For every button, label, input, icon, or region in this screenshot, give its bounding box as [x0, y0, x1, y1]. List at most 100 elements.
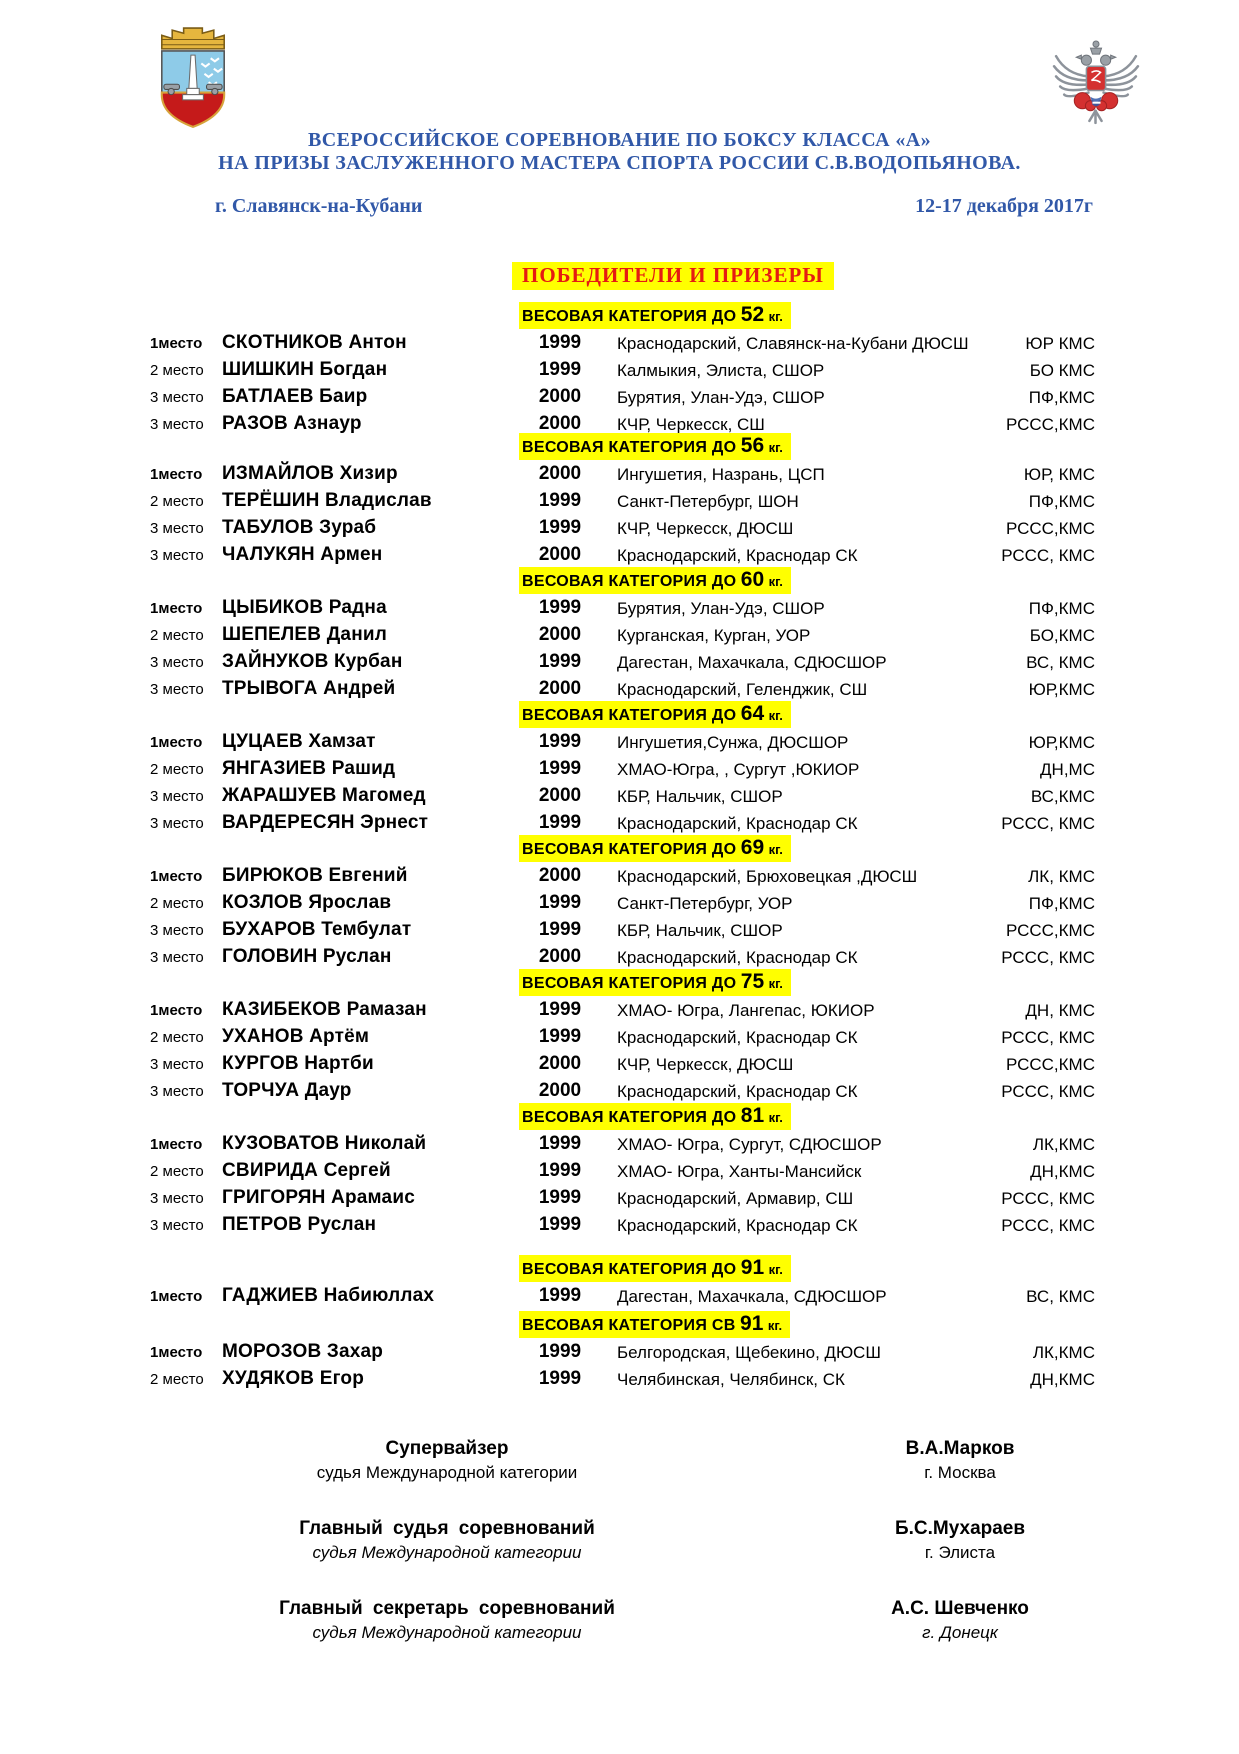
weight-category-header: ВЕСОВАЯ КАТЕГОРИЯ СВ 91 кг.: [519, 1311, 791, 1338]
birth-year: 1999: [538, 1285, 582, 1306]
athlete-name: ЯНГАЗИЕВ Рашид: [222, 758, 396, 779]
region-club: Санкт-Петербург, УОР: [617, 894, 793, 913]
region-club: Ингушетия,Сунжа, ДЮСШОР: [617, 733, 849, 752]
place-label: 3 место: [150, 815, 204, 832]
sport-rank: ЛК, КМС: [1028, 867, 1095, 886]
weight-category-value: 64: [740, 702, 765, 725]
sport-rank: ЛК,КМС: [1032, 1343, 1095, 1362]
birth-year: 2000: [538, 544, 582, 565]
athlete-name: КУЗОВАТОВ Николай: [222, 1133, 427, 1154]
place-label: 3 место: [150, 654, 204, 671]
place-label: 3 место: [150, 389, 204, 406]
weight-category-value: 60: [740, 568, 765, 591]
place-label: 3 место: [150, 520, 204, 537]
place-label: 1место: [150, 868, 203, 885]
place-label: 1место: [150, 1136, 203, 1153]
weight-category-label: ВЕСОВАЯ КАТЕГОРИЯ ДО: [522, 1261, 737, 1278]
official-name: В.А.Марков: [905, 1438, 1015, 1459]
official-role: Супервайзер: [385, 1438, 509, 1459]
region-club: ХМАО- Югра, Сургут, СДЮСШОР: [617, 1135, 882, 1154]
result-row: 1место БИРЮКОВ Евгений 2000 Краснодарски…: [0, 865, 1239, 889]
sport-rank: ЮР КМС: [1025, 334, 1095, 353]
official-name: А.С. Шевченко: [891, 1598, 1029, 1619]
region-club: Краснодарский, Брюховецкая ,ДЮСШ: [617, 867, 918, 886]
result-row: 3 место ЖАРАШУЕВ Магомед 2000 КБР, Нальч…: [0, 785, 1239, 809]
weight-category-header: ВЕСОВАЯ КАТЕГОРИЯ ДО 81 кг.: [519, 1103, 791, 1130]
region-club: Краснодарский, Славянск-на-Кубани ДЮСШ: [617, 334, 969, 353]
sport-rank: РССС,КМС: [1005, 921, 1095, 940]
result-row: 1место МОРОЗОВ Захар 1999 Белгородская, …: [0, 1341, 1239, 1365]
sport-rank: ПФ,КМС: [1028, 388, 1095, 407]
place-label: 3 место: [150, 1083, 204, 1100]
sport-rank: РССС, КМС: [1001, 1028, 1095, 1047]
region-club: Дагестан, Махачкала, СДЮСШОР: [617, 653, 887, 672]
place-label: 3 место: [150, 1190, 204, 1207]
region-club: Ингушетия, Назрань, ЦСП: [617, 465, 825, 484]
athlete-name: БУХАРОВ Тембулат: [222, 919, 412, 940]
athlete-name: ЦУЦАЕВ Хамзат: [222, 731, 376, 752]
place-label: 3 место: [150, 788, 204, 805]
athlete-name: СКОТНИКОВ Антон: [222, 332, 407, 353]
sport-rank: РССС,КМС: [1005, 1055, 1095, 1074]
sport-rank: РССС,КМС: [1005, 415, 1095, 434]
birth-year: 2000: [538, 1053, 582, 1074]
birth-year: 2000: [538, 785, 582, 806]
sport-rank: ЛК,КМС: [1032, 1135, 1095, 1154]
athlete-name: ВАРДЕРЕСЯН Эрнест: [222, 812, 429, 833]
document-title-line1: ВСЕРОССИЙСКОЕ СОРЕВНОВАНИЕ ПО БОКСУ КЛАС…: [308, 129, 931, 151]
region-club: Калмыкия, Элиста, СШОР: [617, 361, 825, 380]
birth-year: 2000: [538, 463, 582, 484]
result-row: 3 место ПЕТРОВ Руслан 1999 Краснодарский…: [0, 1214, 1239, 1238]
result-row: 3 место КУРГОВ Нартби 2000 КЧР, Черкесск…: [0, 1053, 1239, 1077]
official-subtitle: судья Международной категории: [316, 1463, 578, 1482]
place-label: 2 место: [150, 1029, 204, 1046]
place-label: 2 место: [150, 761, 204, 778]
weight-category-value: 75: [740, 970, 765, 993]
athlete-name: ШЕПЕЛЕВ Данил: [222, 624, 388, 645]
sport-rank: РССС, КМС: [1001, 814, 1095, 833]
birth-year: 2000: [538, 386, 582, 407]
weight-category-unit: кг.: [768, 1262, 783, 1277]
athlete-name: ШИШКИН Богдан: [222, 359, 388, 380]
result-row: 1место ЦУЦАЕВ Хамзат 1999 Ингушетия,Сунж…: [0, 731, 1239, 755]
sport-rank: ЮР,КМС: [1028, 733, 1095, 752]
region-club: ХМАО-Югра, , Сургут ,ЮКИОР: [617, 760, 860, 779]
athlete-name: РАЗОВ Азнаур: [222, 413, 362, 434]
result-row: 3 место РАЗОВ Азнаур 2000 КЧР, Черкесск,…: [0, 413, 1239, 437]
weight-category-label: ВЕСОВАЯ КАТЕГОРИЯ ДО: [522, 308, 737, 325]
sport-rank: ПФ,КМС: [1028, 894, 1095, 913]
birth-year: 1999: [538, 359, 582, 380]
birth-year: 2000: [538, 946, 582, 967]
weight-category-header: ВЕСОВАЯ КАТЕГОРИЯ ДО 64 кг.: [519, 701, 791, 728]
weight-category-unit: кг.: [768, 842, 783, 857]
weight-category-value: 81: [740, 1104, 765, 1127]
result-row: 1место КАЗИБЕКОВ Рамазан 1999 ХМАО- Югра…: [0, 999, 1239, 1023]
place-label: 3 место: [150, 922, 204, 939]
athlete-name: ПЕТРОВ Руслан: [222, 1214, 377, 1235]
birth-year: 1999: [538, 1160, 582, 1181]
official-city: г. Элиста: [924, 1543, 996, 1562]
region-club: КЧР, Черкесск, ДЮСШ: [617, 1055, 794, 1074]
athlete-name: ЧАЛУКЯН Армен: [222, 544, 383, 565]
result-row: 2 место ТЕРЁШИН Владислав 1999 Санкт-Пет…: [0, 490, 1239, 514]
weight-category-label: ВЕСОВАЯ КАТЕГОРИЯ ДО: [522, 841, 737, 858]
result-row: 1место СКОТНИКОВ Антон 1999 Краснодарски…: [0, 332, 1239, 356]
event-dates: 12-17 декабря 2017г: [915, 195, 1093, 217]
place-label: 2 место: [150, 1371, 204, 1388]
official-city: г. Москва: [924, 1463, 996, 1482]
result-row: 3 место ЗАЙНУКОВ Курбан 1999 Дагестан, М…: [0, 651, 1239, 675]
official-subtitle: судья Международной категории: [312, 1543, 582, 1562]
place-label: 2 место: [150, 1163, 204, 1180]
result-row: 1место КУЗОВАТОВ Николай 1999 ХМАО- Югра…: [0, 1133, 1239, 1157]
sport-rank: РССС, КМС: [1001, 1216, 1095, 1235]
result-row: 3 место БАТЛАЕВ Баир 2000 Бурятия, Улан-…: [0, 386, 1239, 410]
sport-rank: ДН,КМС: [1030, 1162, 1095, 1181]
result-row: 3 место БУХАРОВ Тембулат 1999 КБР, Нальч…: [0, 919, 1239, 943]
region-club: Краснодарский, Геленджик, СШ: [617, 680, 868, 699]
region-club: ХМАО- Югра, Ханты-Мансийск: [617, 1162, 862, 1181]
athlete-name: ЖАРАШУЕВ Магомед: [222, 785, 426, 806]
birth-year: 1999: [538, 332, 582, 353]
weight-category-label: ВЕСОВАЯ КАТЕГОРИЯ ДО: [522, 975, 737, 992]
birth-year: 1999: [538, 892, 582, 913]
